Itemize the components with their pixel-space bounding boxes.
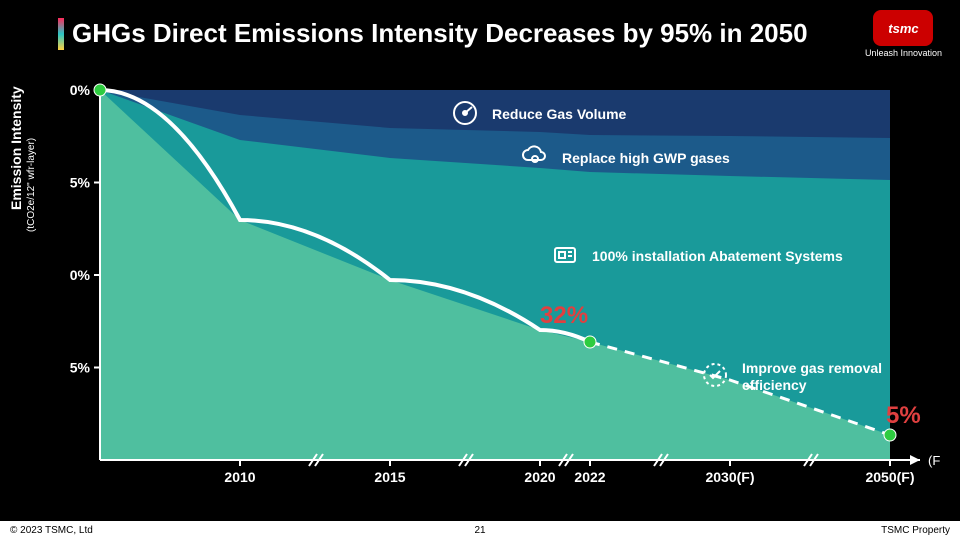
gauge-icon <box>450 98 482 130</box>
annotation-replace-gwp: Replace high GWP gases <box>520 142 730 174</box>
x-tick: 2022 <box>574 469 605 485</box>
y-tick: 50% <box>70 267 91 283</box>
logo: tsmc Unleash Innovation <box>865 10 942 58</box>
x-tick: 2050(F) <box>865 469 914 485</box>
cloud-gear-icon <box>520 142 552 174</box>
x-tick: 2010 <box>224 469 255 485</box>
annotation-label: 100% installation Abatement Systems <box>592 248 843 264</box>
logo-mark: tsmc <box>873 10 933 46</box>
data-marker <box>94 84 106 96</box>
y-axis-sublabel: (tCO2e/12" wfr-layer) <box>26 138 37 232</box>
footer-copyright: © 2023 TSMC, Ltd <box>10 525 93 536</box>
annotation-reduce-gas: Reduce Gas Volume <box>450 98 626 130</box>
title-accent <box>58 18 64 50</box>
y-tick: 100% <box>70 82 91 98</box>
annotation-abatement: 100% installation Abatement Systems <box>550 240 843 272</box>
x-tick: 2030(F) <box>705 469 754 485</box>
chart-svg: 100% 75% 50% 25% (F) 2010 2015 2020 2022 2030(F) 2… <box>70 80 940 490</box>
data-marker <box>584 336 596 348</box>
footer-page: 21 <box>474 525 485 536</box>
logo-tagline: Unleash Innovation <box>865 48 942 58</box>
y-axis-label: Emission Intensity <box>8 86 24 210</box>
footer-property: TSMC Property <box>881 525 950 536</box>
gauge-icon <box>450 98 480 128</box>
annotation-label: Replace high GWP gases <box>562 150 730 166</box>
y-tick: 75% <box>70 175 91 191</box>
annotation-label: Improve gas removal efficiency <box>742 360 912 394</box>
annotation-improve-removal: Improve gas removal efficiency <box>700 360 912 394</box>
check-circle-icon <box>700 361 732 393</box>
x-axis-arrow-label: (F) <box>928 453 940 468</box>
machine-icon <box>550 240 582 272</box>
callout-pct-2050: 5% <box>886 402 921 430</box>
page-title: GHGs Direct Emissions Intensity Decrease… <box>72 18 808 49</box>
data-marker <box>884 429 896 441</box>
machine-icon <box>550 240 580 270</box>
emissions-chart: 100% 75% 50% 25% (F) 2010 2015 2020 2022 2030(F) 2… <box>70 80 940 490</box>
x-tick: 2020 <box>524 469 555 485</box>
check-circle-icon <box>700 360 730 390</box>
y-tick: 25% <box>70 360 91 376</box>
annotation-label: Reduce Gas Volume <box>492 106 626 122</box>
x-tick: 2015 <box>374 469 405 485</box>
cloud-gear-icon <box>520 142 550 172</box>
footer: © 2023 TSMC, Ltd 21 TSMC Property <box>0 521 960 539</box>
callout-pct-2022: 32% <box>540 302 588 330</box>
